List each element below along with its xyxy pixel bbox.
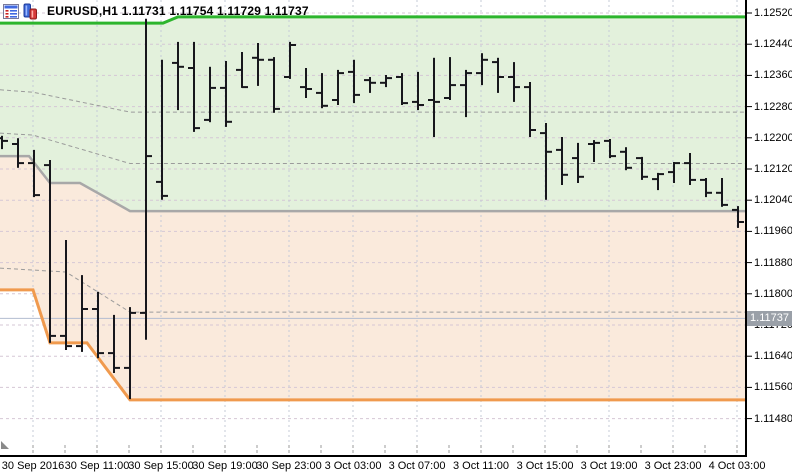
quotes-table-icon[interactable] [3,3,20,20]
time-axis-label: 4 Oct 03:00 [708,460,766,472]
ohlc-bar [236,52,248,89]
ohlc-bar [540,123,552,200]
ohlc-bar [732,206,744,228]
price-axis-label: 1.12520 [754,7,792,19]
ohlc-bar [364,77,376,93]
ohlc-bar [60,240,72,350]
indicator-dashed-line [0,267,747,313]
price-axis-label: 1.12200 [754,131,792,144]
ohlc-bar [220,61,232,127]
time-axis-label: 30 Sep 19:00 [192,460,258,472]
time-axis-label: 3 Oct 11:00 [452,460,510,472]
time-axis-label: 30 Sep 23:00 [256,460,322,472]
ohlc-bar [92,291,104,359]
time-axis-label: 30 Sep 11:00 [64,460,130,472]
ohlc-bar [716,178,728,207]
ohlc-bar [428,57,440,137]
scroll-marker-icon[interactable] [1,441,9,449]
price-axis-label: 1.12280 [754,100,792,113]
price-axis-label: 1.11480 [754,412,792,425]
ohlc-bar [620,147,632,171]
ohlc-bar [12,138,24,168]
ohlc-bar [652,172,664,191]
price-axis-label: 1.11640 [754,350,792,363]
ohlc-bar [668,162,680,183]
ohlc-bar [588,140,600,162]
bid-price-tag: 1.11737 [747,310,792,326]
ohlc-bar [444,57,456,100]
ohlc-bar [348,59,360,104]
time-axis-label: 3 Oct 03:00 [324,460,382,472]
channel-upper-line [0,15,747,25]
ohlc-bar [156,59,168,200]
time-axis-label: 30 Sep 15:00 [128,460,194,472]
ohlc-bar [700,178,712,198]
price-axis-label: 1.11960 [754,225,792,238]
price-axis-label: 1.12040 [754,194,792,207]
ohlc-bar [524,82,536,137]
time-axis-label: 3 Oct 23:00 [644,460,702,472]
lower-zone-fill [0,156,747,400]
time-axis-label: 3 Oct 15:00 [516,460,574,472]
ohlc-bar [252,43,264,86]
ohlc-bar [204,66,216,123]
price-axis-label: 1.11880 [754,256,792,269]
ohlc-bar [300,68,312,98]
ohlc-bar [476,53,488,86]
ohlc-bar [492,57,504,93]
time-axis-label: 30 Sep 2016 [1,460,65,472]
ohlc-bar [316,73,328,109]
price-axis-label: 1.12360 [754,69,792,82]
ohlc-bar [412,71,424,111]
ohlc-bar [380,75,392,88]
upper-zone-fill [0,16,747,212]
indicator-dashed-line [0,89,747,113]
channel-lower-line [0,288,747,402]
ohlc-bar [508,62,520,102]
indicator-dashed-line [0,132,747,164]
ohlc-bar [44,160,56,343]
ohlc-bar [268,57,280,113]
price-axis-label: 1.11800 [754,287,792,300]
ohlc-bar [396,73,408,105]
ohlc-bar [556,137,568,185]
channel-middle-line [0,154,747,213]
ohlc-bar [460,69,472,118]
ohlc-bar [76,275,88,352]
ohlc-bar [140,18,152,340]
ohlc-bar [0,135,8,150]
ohlc-bar [172,41,184,111]
bars-chart-icon[interactable] [22,3,39,20]
time-axis-label: 3 Oct 07:00 [388,460,446,472]
ohlc-bar [636,156,648,180]
ohlc-bar [124,307,136,400]
chart-title-ohlc: EURUSD,H1 1.11731 1.11754 1.11729 1.1173… [47,4,309,18]
ohlc-bar [188,41,200,132]
ohlc-bar [684,153,696,185]
ohlc-bar [604,139,616,159]
ohlc-bar [572,142,584,183]
price-axis-label: 1.11560 [754,381,792,394]
price-axis-label: 1.12440 [754,38,792,51]
ohlc-bar [108,314,120,373]
chart-titlebar: EURUSD,H1 1.11731 1.11754 1.11729 1.1173… [3,2,309,20]
ohlc-bar [284,41,296,79]
price-axis-label: 1.12120 [754,163,792,175]
ohlc-bar [28,149,40,198]
ohlc-bar [332,69,344,105]
time-axis-label: 3 Oct 19:00 [580,460,638,472]
